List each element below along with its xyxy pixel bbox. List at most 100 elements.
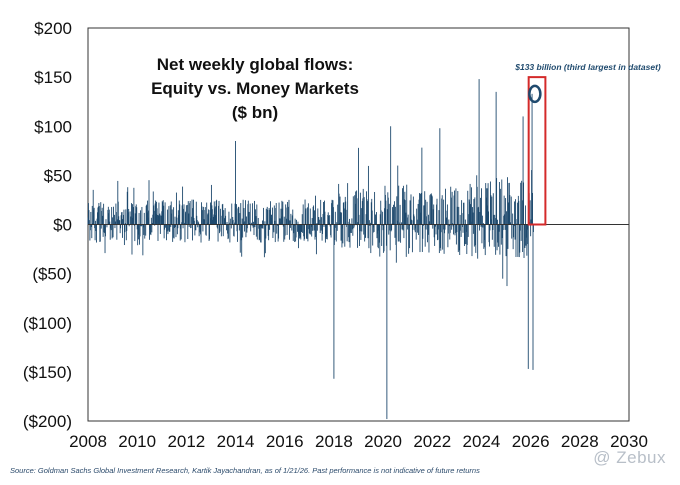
flow-bar xyxy=(362,198,364,225)
flow-bar xyxy=(331,199,333,225)
flow-bar xyxy=(142,224,144,256)
flow-bar xyxy=(273,224,275,233)
flow-bar xyxy=(302,224,304,233)
flow-bar xyxy=(453,195,455,225)
flow-bar xyxy=(432,209,434,225)
flow-bar xyxy=(328,222,330,225)
flow-bar xyxy=(326,224,328,240)
flow-bar xyxy=(348,224,350,238)
flow-bar xyxy=(372,224,374,233)
flow-bar xyxy=(366,191,367,225)
flow-bar xyxy=(477,207,479,225)
flow-bar xyxy=(340,224,342,241)
flow-bar xyxy=(324,224,326,243)
flow-bar xyxy=(127,212,129,225)
flow-bar xyxy=(92,223,94,225)
flow-bar xyxy=(470,221,472,225)
flow-bar xyxy=(151,224,153,233)
flow-bar xyxy=(507,224,509,249)
flow-bar xyxy=(208,224,210,242)
flow-bar xyxy=(403,199,405,225)
flow-bar xyxy=(319,219,321,225)
flow-bar xyxy=(223,218,225,225)
flow-bar xyxy=(400,224,402,243)
flow-bar xyxy=(129,211,131,225)
flow-bar xyxy=(472,212,474,225)
flow-bar xyxy=(452,223,454,225)
flow-bar xyxy=(199,224,201,228)
flow-bar xyxy=(121,212,123,225)
flow-bar xyxy=(424,191,426,225)
flow-bar xyxy=(267,209,269,225)
flow-bar xyxy=(203,219,205,225)
flow-bar xyxy=(99,224,101,242)
flow-bar xyxy=(307,224,309,242)
flow-bar xyxy=(514,224,516,240)
flow-bar xyxy=(523,182,524,225)
flow-bar xyxy=(345,209,347,225)
flow-bar xyxy=(199,224,201,233)
flow-bar xyxy=(251,224,253,226)
y-tick-label: $150 xyxy=(34,68,72,87)
flow-bar xyxy=(101,207,103,225)
flow-bar xyxy=(278,224,280,239)
x-tick-label: 2010 xyxy=(118,432,156,451)
flow-bar xyxy=(447,224,449,234)
flow-bar xyxy=(324,211,326,225)
flow-bar xyxy=(396,196,398,225)
flow-bar xyxy=(190,224,192,228)
flow-bar xyxy=(330,224,332,238)
highlight-box xyxy=(527,76,547,226)
flow-bar xyxy=(436,204,437,225)
flow-bar xyxy=(513,224,515,227)
flow-bar xyxy=(397,224,399,242)
flow-bar xyxy=(359,192,361,225)
flow-bar xyxy=(422,224,424,226)
flow-bar xyxy=(126,224,128,231)
flow-bar xyxy=(372,224,374,246)
flow-bar xyxy=(317,208,319,225)
flow-bar xyxy=(255,224,257,237)
flow-bar xyxy=(334,211,336,225)
flow-bar xyxy=(456,224,458,233)
flow-bar xyxy=(130,216,132,225)
flow-bar xyxy=(459,224,461,255)
flow-bar xyxy=(201,210,203,225)
flow-bar xyxy=(325,224,327,239)
flow-bar xyxy=(384,185,386,225)
flow-bar xyxy=(391,224,393,231)
flow-bar xyxy=(157,224,159,241)
flow-bar xyxy=(435,224,437,226)
flow-bar xyxy=(376,224,378,234)
flow-bar xyxy=(227,224,228,234)
flow-bar xyxy=(391,223,393,225)
flow-bar xyxy=(466,224,468,255)
flow-bar xyxy=(316,223,318,225)
flow-bar xyxy=(387,197,389,225)
flow-bar xyxy=(412,196,414,225)
flow-bar xyxy=(202,206,204,225)
flow-bar xyxy=(241,224,243,257)
flow-bar xyxy=(315,224,317,255)
flow-bar xyxy=(314,210,315,225)
flow-bar xyxy=(532,192,533,225)
x-tick-label: 2008 xyxy=(69,432,107,451)
flow-bar xyxy=(158,214,160,225)
flow-bar xyxy=(114,221,116,225)
flow-bar xyxy=(341,212,342,225)
flow-bar xyxy=(476,175,478,225)
flow-bar xyxy=(397,165,399,225)
flow-bar xyxy=(97,207,99,225)
flow-bar xyxy=(498,224,500,232)
flow-bar xyxy=(145,224,147,236)
flow-bar xyxy=(92,189,94,225)
flow-bar xyxy=(149,224,151,230)
flow-bar xyxy=(212,216,214,225)
flow-bar xyxy=(418,199,420,225)
flow-bar xyxy=(343,208,345,225)
flow-bar xyxy=(178,215,180,225)
highlight-circle xyxy=(528,84,542,104)
flow-bar xyxy=(204,210,206,225)
flow-bar xyxy=(472,207,473,225)
flow-bar xyxy=(357,224,359,248)
